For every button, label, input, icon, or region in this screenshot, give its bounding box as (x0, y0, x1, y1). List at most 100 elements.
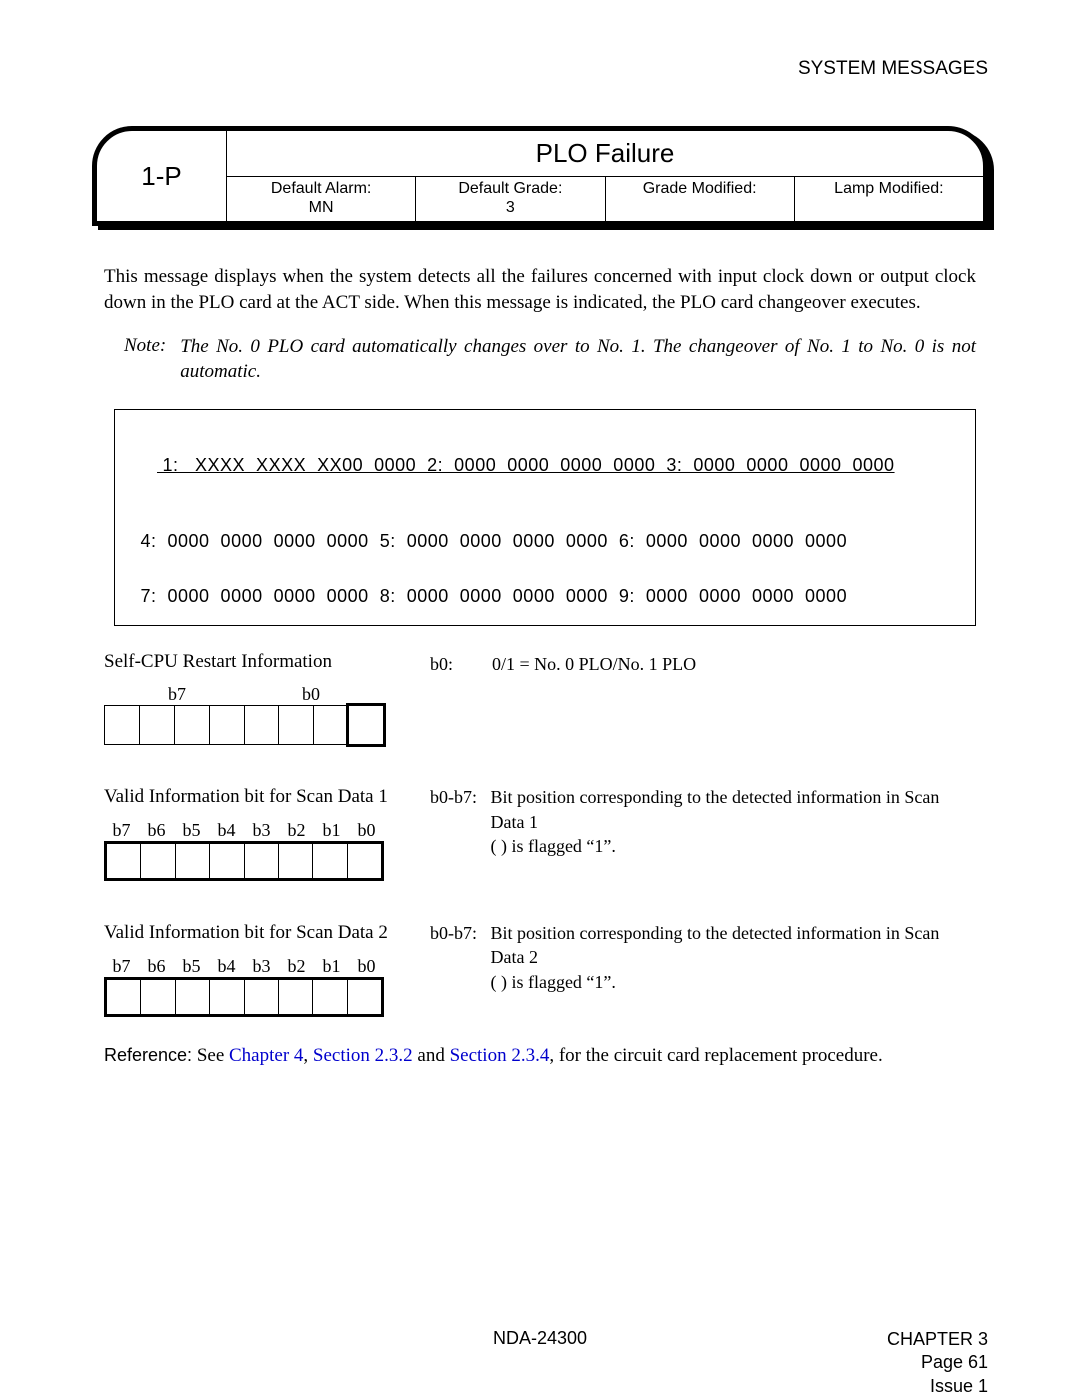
section1-bit-labels: b7 b0 (104, 684, 384, 705)
bit-b6: b6 (139, 956, 174, 977)
section1-title: Self-CPU Restart Information (104, 650, 404, 675)
bit-cell (314, 706, 349, 744)
data-box: 1: XXXX XXXX XX00 0000 2: 0000 0000 0000… (114, 409, 976, 626)
bit-cell (348, 980, 381, 1014)
title-main: 1-P PLO Failure Default Alarm: MN Defaul… (92, 126, 988, 226)
default-alarm-cell: Default Alarm: MN (227, 177, 416, 221)
bit-cell (140, 706, 175, 744)
reference-label: Reference: (104, 1045, 192, 1065)
bit-cell (210, 844, 244, 878)
section3-bit-labels: b7 b6 b5 b4 b3 b2 b1 b0 (104, 956, 384, 977)
section-self-cpu: Self-CPU Restart Information b7 b0 b0: 0… (104, 650, 976, 746)
bit-b3: b3 (244, 820, 279, 841)
data-row-2: 4: 0000 0000 0000 0000 5: 0000 0000 0000… (135, 531, 955, 552)
data-row-1: 1: XXXX XXXX XX00 0000 2: 0000 0000 0000… (135, 434, 955, 497)
bit-cell (107, 844, 141, 878)
bit-b0: b0 (349, 820, 384, 841)
default-alarm-value: MN (227, 198, 415, 217)
reference-line: Reference: See Chapter 4, Section 2.3.2 … (104, 1045, 976, 1067)
default-grade-value: 3 (416, 198, 604, 217)
section3-right: b0-b7: Bit position corresponding to the… (430, 921, 976, 1017)
bit-b4: b4 (209, 820, 244, 841)
section2-desc-text2: ( ) is flagged “1”. (490, 836, 615, 856)
section-scan2: Valid Information bit for Scan Data 2 b7… (104, 921, 976, 1017)
bit-cell (348, 844, 381, 878)
bit-b5: b5 (174, 956, 209, 977)
bit-cell (210, 980, 244, 1014)
reference-mid1: , (303, 1045, 313, 1066)
data-row-1-text: 1: XXXX XXXX XX00 0000 2: 0000 0000 0000… (157, 455, 895, 475)
default-alarm-label: Default Alarm: (227, 179, 415, 198)
bit-cell (245, 706, 280, 744)
section2-title: Valid Information bit for Scan Data 1 (104, 785, 404, 810)
data-row-3: 7: 0000 0000 0000 0000 8: 0000 0000 0000… (135, 586, 955, 607)
bit-b2: b2 (279, 820, 314, 841)
section3-desc-text2: ( ) is flagged “1”. (490, 972, 615, 992)
bit-b7: b7 (110, 684, 244, 705)
message-code: 1-P (97, 131, 227, 221)
bit-b0: b0 (349, 956, 384, 977)
grade-modified-label: Grade Modified: (606, 179, 794, 198)
footer-right: CHAPTER 3 Page 61 Issue 1 (887, 1328, 988, 1398)
bit-b6: b6 (139, 820, 174, 841)
grade-modified-cell: Grade Modified: (606, 177, 795, 221)
bit-b1: b1 (314, 956, 349, 977)
page-header: SYSTEM MESSAGES (92, 58, 988, 80)
lamp-modified-label: Lamp Modified: (795, 179, 983, 198)
bit-b7: b7 (104, 956, 139, 977)
title-block: 1-P PLO Failure Default Alarm: MN Defaul… (92, 126, 988, 226)
bit-cell-b0 (346, 703, 386, 747)
bit-b4: b4 (209, 956, 244, 977)
default-grade-label: Default Grade: (416, 179, 604, 198)
bit-b3: b3 (244, 956, 279, 977)
section2-desc-text1: Bit position corresponding to the detect… (490, 787, 939, 831)
section2-desc-label: b0-b7: (430, 785, 478, 858)
section1-bit-box (104, 705, 384, 745)
note-label: Note: (124, 335, 166, 384)
bit-cell (245, 980, 279, 1014)
section3-title: Valid Information bit for Scan Data 2 (104, 921, 404, 946)
footer-doc-number: NDA-24300 (92, 1328, 988, 1349)
bit-b5: b5 (174, 820, 209, 841)
section-scan1: Valid Information bit for Scan Data 1 b7… (104, 785, 976, 881)
reference-mid2: and (413, 1045, 450, 1066)
bit-cell (105, 706, 140, 744)
bit-cell (279, 706, 314, 744)
section3-left: Valid Information bit for Scan Data 2 b7… (104, 921, 404, 1017)
bit-b7: b7 (104, 820, 139, 841)
footer-page: Page 61 (887, 1351, 988, 1374)
bit-cell (141, 844, 175, 878)
page-footer: NDA-24300 CHAPTER 3 Page 61 Issue 1 (92, 1328, 988, 1349)
reference-link-section2[interactable]: Section 2.3.4 (450, 1045, 550, 1066)
bit-b0: b0 (244, 684, 378, 705)
title-cells: Default Alarm: MN Default Grade: 3 Grade… (227, 177, 983, 221)
section3-desc-text1: Bit position corresponding to the detect… (490, 923, 939, 967)
lamp-modified-cell: Lamp Modified: (795, 177, 983, 221)
section1-desc-label: b0: (430, 652, 480, 676)
bit-cell (279, 980, 313, 1014)
reference-link-chapter[interactable]: Chapter 4 (229, 1045, 303, 1066)
note-block: Note: The No. 0 PLO card automatically c… (124, 335, 976, 384)
title-right: PLO Failure Default Alarm: MN Default Gr… (227, 131, 983, 221)
section2-bit-labels: b7 b6 b5 b4 b3 b2 b1 b0 (104, 820, 384, 841)
bit-cell (107, 980, 141, 1014)
footer-issue: Issue 1 (887, 1375, 988, 1398)
footer-chapter: CHAPTER 3 (887, 1328, 988, 1351)
default-grade-cell: Default Grade: 3 (416, 177, 605, 221)
bit-cell (279, 844, 313, 878)
bit-cell (175, 706, 210, 744)
reference-pre: See (197, 1045, 229, 1066)
section2-left: Valid Information bit for Scan Data 1 b7… (104, 785, 404, 881)
bit-cell (313, 844, 347, 878)
section2-bit-box (104, 841, 384, 881)
message-name: PLO Failure (227, 131, 983, 177)
bit-cell (141, 980, 175, 1014)
reference-link-section1[interactable]: Section 2.3.2 (313, 1045, 413, 1066)
section3-desc-label: b0-b7: (430, 921, 478, 994)
bit-cell (245, 844, 279, 878)
bit-b2: b2 (279, 956, 314, 977)
section1-desc-text: 0/1 = No. 0 PLO/No. 1 PLO (492, 652, 696, 676)
section2-right: b0-b7: Bit position corresponding to the… (430, 785, 976, 881)
section1-right: b0: 0/1 = No. 0 PLO/No. 1 PLO (430, 650, 976, 746)
section3-bit-box (104, 977, 384, 1017)
